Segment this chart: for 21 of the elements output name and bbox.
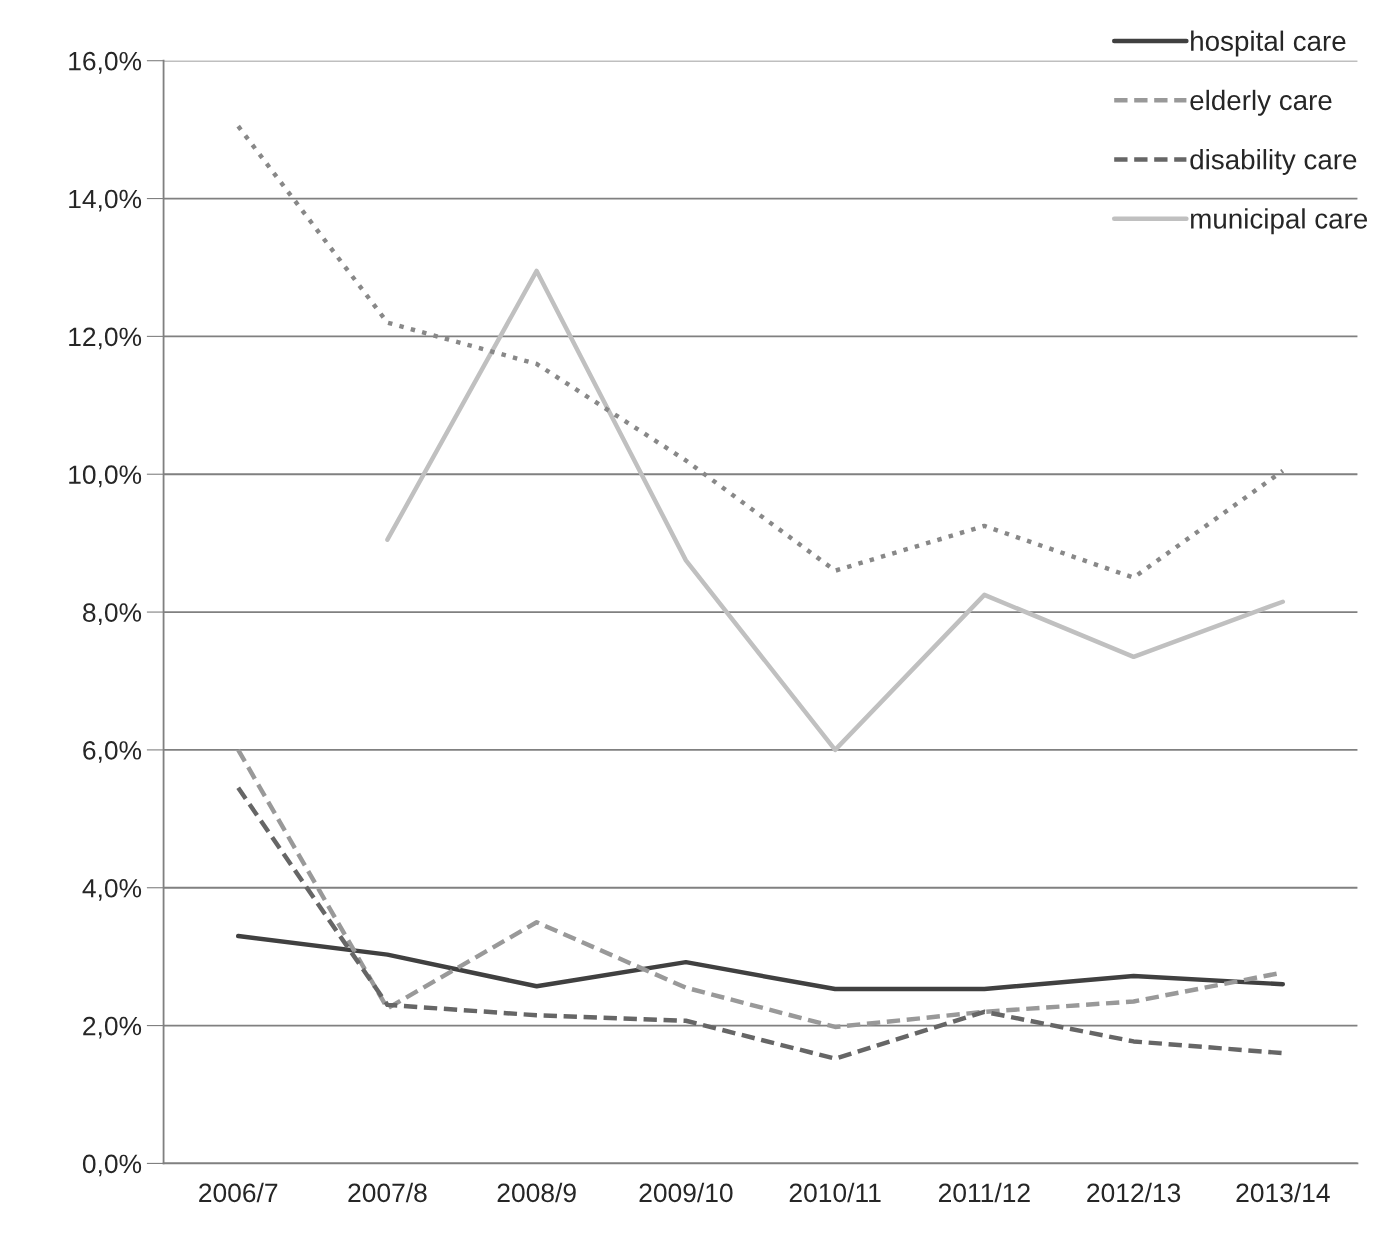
y-tick-label: 0,0% <box>82 1154 142 1177</box>
x-tick-label: 2007/8 <box>348 1182 427 1203</box>
y-tick-label: 6,0% <box>83 741 142 763</box>
y-tick-label: 8,0% <box>83 603 142 625</box>
legend-label: municipal care <box>1191 208 1368 235</box>
y-tick-label: 14,0% <box>69 189 142 212</box>
x-tick-label: 2006/7 <box>199 1182 278 1203</box>
legend-label: elderly care <box>1190 89 1332 116</box>
y-tick-label: 4,0% <box>82 878 142 901</box>
y-tick-label: 12,0% <box>69 327 142 350</box>
y-tick-label: 16,0% <box>69 51 142 74</box>
x-tick-label: 2010/11 <box>789 1182 881 1203</box>
x-tick-label: 2009/10 <box>639 1182 733 1203</box>
x-tick-label: 2011/12 <box>938 1182 1030 1203</box>
x-tick-label: 2008/9 <box>497 1182 576 1203</box>
y-tick-label: 2,0% <box>83 1016 142 1039</box>
legend-label: hospital care <box>1191 30 1346 57</box>
y-tick-label: 10,0% <box>69 465 142 488</box>
x-tick-label: 2013/14 <box>1236 1182 1330 1203</box>
x-tick-label: 2012/13 <box>1087 1182 1181 1203</box>
legend-label: disability care <box>1190 149 1357 175</box>
